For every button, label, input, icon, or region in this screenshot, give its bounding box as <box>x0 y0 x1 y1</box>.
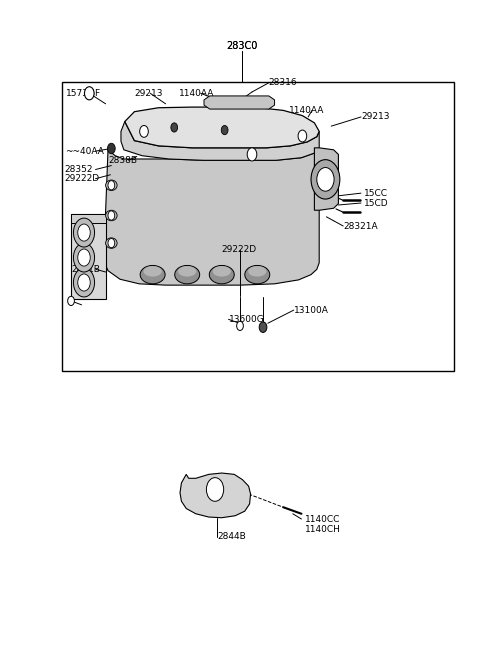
Circle shape <box>108 211 115 220</box>
Text: 15CD: 15CD <box>364 198 388 208</box>
Circle shape <box>171 123 178 132</box>
Ellipse shape <box>106 180 117 191</box>
Text: 28321A: 28321A <box>343 221 378 231</box>
Text: 1140AA: 1140AA <box>289 106 324 115</box>
Ellipse shape <box>106 238 117 248</box>
Polygon shape <box>71 214 106 223</box>
Circle shape <box>73 243 95 272</box>
Ellipse shape <box>209 265 234 284</box>
Circle shape <box>108 143 115 154</box>
Bar <box>62 82 454 371</box>
Ellipse shape <box>106 210 117 221</box>
Text: 1573GF: 1573GF <box>66 89 101 98</box>
Text: 29213: 29213 <box>361 112 389 122</box>
Ellipse shape <box>140 265 165 284</box>
Circle shape <box>259 322 267 332</box>
Circle shape <box>68 296 74 306</box>
Circle shape <box>221 125 228 135</box>
Text: 28352: 28352 <box>65 165 93 174</box>
Circle shape <box>73 268 95 297</box>
Text: 15CC: 15CC <box>364 189 388 198</box>
Text: 28316: 28316 <box>269 78 298 87</box>
Polygon shape <box>105 148 319 285</box>
Text: 13100A: 13100A <box>294 306 329 315</box>
Polygon shape <box>314 148 338 210</box>
Text: 1140AA: 1140AA <box>179 89 215 98</box>
Circle shape <box>78 274 90 291</box>
Circle shape <box>206 478 224 501</box>
Circle shape <box>84 87 94 100</box>
Circle shape <box>108 238 115 248</box>
Text: 13600G: 13600G <box>228 315 264 324</box>
Bar <box>71 214 106 299</box>
Text: 2922B: 2922B <box>289 129 318 139</box>
Ellipse shape <box>245 265 270 284</box>
Circle shape <box>140 125 148 137</box>
Text: 283C0: 283C0 <box>227 41 258 51</box>
Circle shape <box>247 148 257 161</box>
Text: 283C0: 283C0 <box>227 41 258 51</box>
Ellipse shape <box>248 266 266 277</box>
Circle shape <box>298 130 307 142</box>
Circle shape <box>78 224 90 241</box>
Circle shape <box>73 218 95 247</box>
Polygon shape <box>121 122 319 160</box>
Polygon shape <box>180 473 251 518</box>
Text: ~~40AA: ~~40AA <box>65 147 104 156</box>
Text: 2838B: 2838B <box>108 156 137 165</box>
Circle shape <box>311 160 340 199</box>
Text: 2841B: 2841B <box>71 265 100 274</box>
Text: 29213: 29213 <box>134 89 163 98</box>
Circle shape <box>237 321 243 330</box>
Text: 35153: 35153 <box>132 118 161 127</box>
Ellipse shape <box>144 266 162 277</box>
Text: 1140CC: 1140CC <box>305 514 341 524</box>
Text: 29222D: 29222D <box>65 174 100 183</box>
Circle shape <box>317 168 334 191</box>
Ellipse shape <box>175 265 200 284</box>
Polygon shape <box>125 107 319 148</box>
Text: 2844B: 2844B <box>217 532 246 541</box>
Text: 29222D: 29222D <box>222 245 257 254</box>
Ellipse shape <box>178 266 196 277</box>
Ellipse shape <box>213 266 231 277</box>
Circle shape <box>78 249 90 266</box>
Circle shape <box>108 181 115 190</box>
Text: 32795A: 32795A <box>209 120 243 129</box>
Text: 1140CH: 1140CH <box>305 525 341 534</box>
Polygon shape <box>204 96 275 109</box>
